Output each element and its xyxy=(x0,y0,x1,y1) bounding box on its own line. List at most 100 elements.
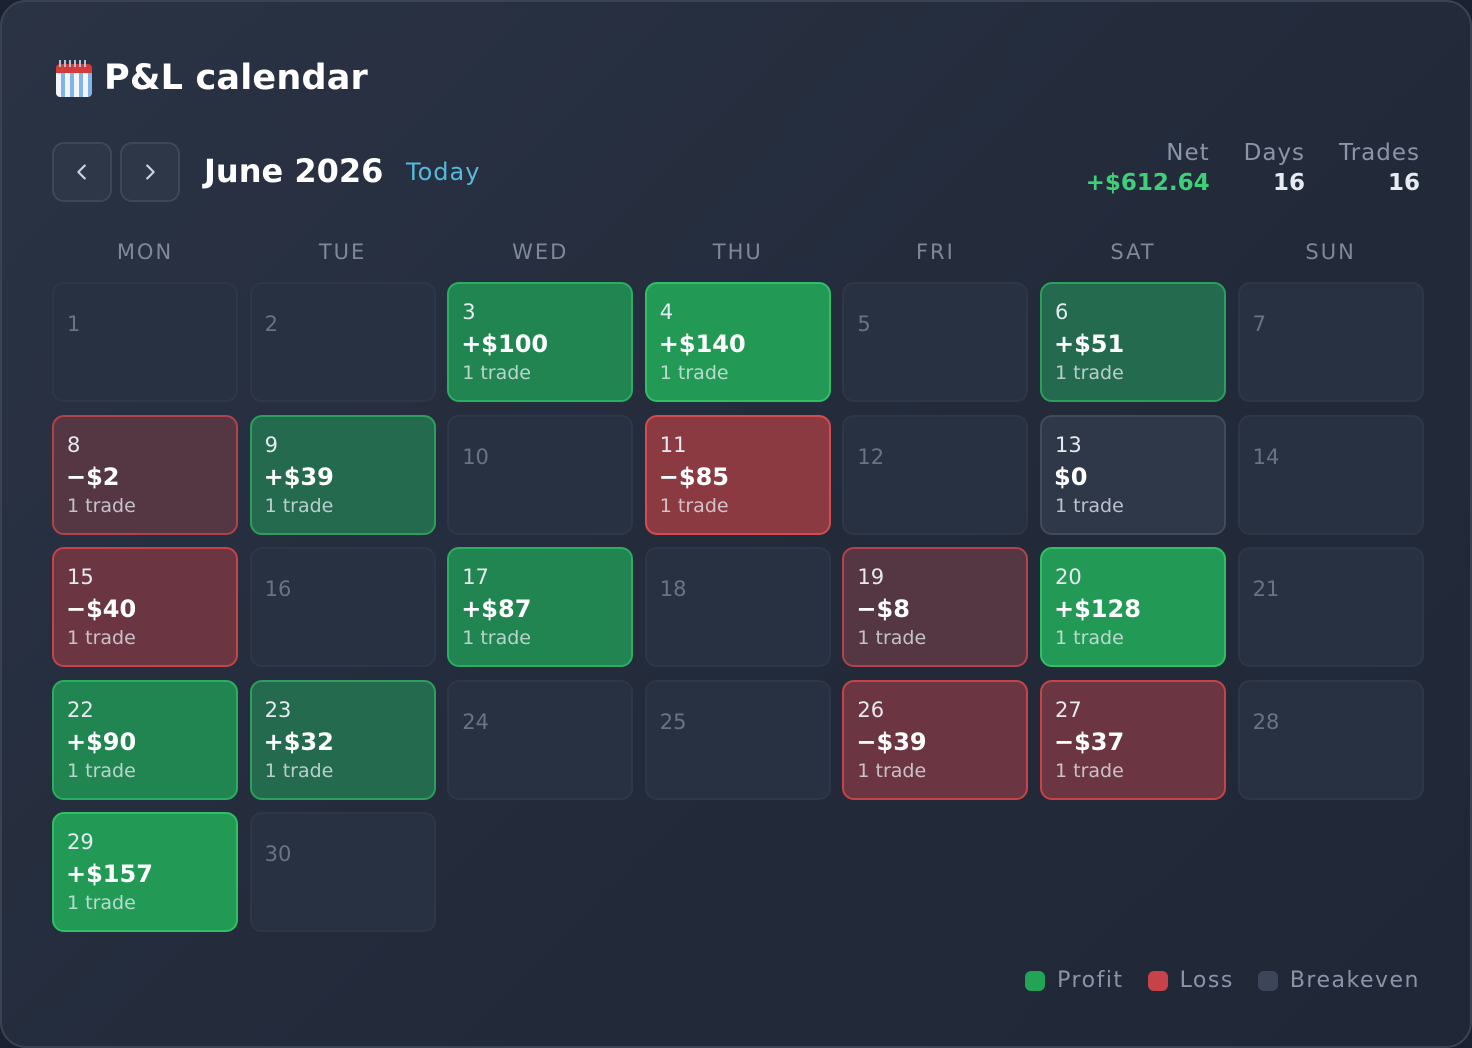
legend-label: Breakeven xyxy=(1289,968,1420,993)
day-cell-15[interactable]: 15 −$40 1 trade xyxy=(52,547,238,667)
day-cell-12[interactable]: 12 xyxy=(842,414,1029,535)
day-trade-count: 1 trade xyxy=(264,759,334,782)
day-cell-23[interactable]: 23 +$32 1 trade xyxy=(249,679,436,800)
stat-value: 16 xyxy=(1387,170,1420,196)
day-cell-28[interactable]: 28 xyxy=(1237,679,1424,800)
day-cell-20[interactable]: 20 +$128 1 trade xyxy=(1040,547,1226,667)
day-trade-count: 1 trade xyxy=(659,494,729,517)
next-month-button[interactable] xyxy=(120,142,180,202)
day-cell-7[interactable]: 7 xyxy=(1237,282,1424,402)
day-number: 1 xyxy=(67,312,81,336)
day-number: 7 xyxy=(1252,312,1266,336)
day-number: 24 xyxy=(462,709,489,734)
month-label: June 2026 xyxy=(204,152,384,190)
day-number: 21 xyxy=(1252,577,1280,601)
day-cell-3[interactable]: 3 +$100 1 trade xyxy=(447,282,634,402)
day-pnl: −$40 xyxy=(66,595,137,623)
day-number: 9 xyxy=(264,432,278,457)
day-pnl: +$100 xyxy=(461,330,549,358)
day-number: 14 xyxy=(1252,444,1280,469)
day-trade-count: 1 trade xyxy=(462,627,531,649)
summary-stats: Net +$612.64 Days 16 Trades 16 xyxy=(1086,140,1420,196)
day-trade-count: 1 trade xyxy=(1055,759,1124,782)
day-pnl: −$8 xyxy=(856,595,910,623)
weekday-thu: THU xyxy=(712,240,763,264)
day-cell-26[interactable]: 26 −$39 1 trade xyxy=(842,679,1029,800)
day-number: 8 xyxy=(67,432,81,457)
day-cell-13[interactable]: 13 $0 1 trade xyxy=(1040,414,1226,535)
day-cell-19[interactable]: 19 −$8 1 trade xyxy=(842,547,1029,667)
legend: Profit Loss Breakeven xyxy=(1025,968,1420,993)
day-number: 13 xyxy=(1055,432,1082,457)
day-number: 25 xyxy=(659,709,687,734)
day-number: 18 xyxy=(659,577,687,601)
legend-label: Profit xyxy=(1057,968,1124,993)
day-number: 3 xyxy=(462,300,476,324)
legend-swatch xyxy=(1025,970,1046,991)
day-pnl: +$87 xyxy=(461,595,532,623)
day-pnl: +$39 xyxy=(263,462,334,491)
stat-label: Net xyxy=(1166,140,1210,166)
stat-value: +$612.64 xyxy=(1085,170,1210,196)
prev-month-button[interactable] xyxy=(52,142,112,202)
legend-swatch xyxy=(1257,970,1278,991)
day-cell-6[interactable]: 6 +$51 1 trade xyxy=(1040,282,1226,402)
day-cell-2[interactable]: 2 xyxy=(249,282,436,402)
day-pnl: +$90 xyxy=(66,727,137,756)
day-cell-18[interactable]: 18 xyxy=(644,547,831,667)
day-pnl: −$2 xyxy=(66,462,120,491)
day-cell-10[interactable]: 10 xyxy=(447,414,634,535)
stat-net: Net +$612.64 xyxy=(1086,140,1210,196)
day-pnl: +$51 xyxy=(1054,330,1125,358)
day-number: 5 xyxy=(857,312,871,336)
day-cell-5[interactable]: 5 xyxy=(842,282,1029,402)
day-pnl: +$32 xyxy=(263,727,334,756)
day-trade-count: 1 trade xyxy=(462,362,531,384)
weekday-sun: SUN xyxy=(1305,240,1356,264)
day-cell-25[interactable]: 25 xyxy=(644,679,831,800)
day-cell-9[interactable]: 9 +$39 1 trade xyxy=(249,414,436,535)
weekday-wed: WED xyxy=(512,240,569,264)
day-number: 6 xyxy=(1055,300,1069,324)
day-trade-count: 1 trade xyxy=(67,627,136,649)
day-cell-16[interactable]: 16 xyxy=(249,547,436,667)
stat-trades: Trades 16 xyxy=(1339,140,1420,196)
legend-swatch xyxy=(1147,970,1168,991)
day-cell-22[interactable]: 22 +$90 1 trade xyxy=(52,679,238,800)
stat-label: Trades xyxy=(1339,140,1420,166)
day-cell-1[interactable]: 1 xyxy=(52,282,238,402)
chevron-right-icon xyxy=(146,164,155,180)
day-cell-8[interactable]: 8 −$2 1 trade xyxy=(52,414,238,535)
day-cell-11[interactable]: 11 −$85 1 trade xyxy=(644,414,831,535)
day-cell-21[interactable]: 21 xyxy=(1237,547,1424,667)
page-title: P&L calendar xyxy=(104,58,369,98)
day-cell-29[interactable]: 29 +$157 1 trade xyxy=(52,812,238,932)
day-trade-count: 1 trade xyxy=(67,892,136,914)
day-number: 30 xyxy=(264,842,292,866)
day-trade-count: 1 trade xyxy=(67,759,136,782)
day-cell-17[interactable]: 17 +$87 1 trade xyxy=(447,547,634,667)
legend-item-loss: Loss xyxy=(1147,968,1234,993)
day-pnl: −$37 xyxy=(1054,727,1125,756)
day-cell-27[interactable]: 27 −$37 1 trade xyxy=(1040,679,1226,800)
day-number: 11 xyxy=(659,432,687,457)
day-cell-14[interactable]: 14 xyxy=(1237,414,1424,535)
day-number: 22 xyxy=(67,697,94,722)
day-pnl: $0 xyxy=(1054,462,1088,491)
day-cell-24[interactable]: 24 xyxy=(447,679,634,800)
day-cell-30[interactable]: 30 xyxy=(249,812,436,932)
day-pnl: +$128 xyxy=(1054,595,1141,623)
today-button[interactable]: Today xyxy=(406,158,481,186)
day-number: 12 xyxy=(857,444,885,469)
day-trade-count: 1 trade xyxy=(1055,362,1124,384)
day-cell-4[interactable]: 4 +$140 1 trade xyxy=(644,282,831,402)
chevron-left-icon xyxy=(77,164,86,180)
day-trade-count: 1 trade xyxy=(1055,627,1124,649)
day-pnl: +$157 xyxy=(66,860,153,888)
stat-label: Days xyxy=(1243,140,1306,166)
day-number: 16 xyxy=(264,577,292,601)
day-trade-count: 1 trade xyxy=(67,494,136,517)
weekday-mon: MON xyxy=(116,240,174,264)
weekday-tue: TUE xyxy=(318,240,367,264)
